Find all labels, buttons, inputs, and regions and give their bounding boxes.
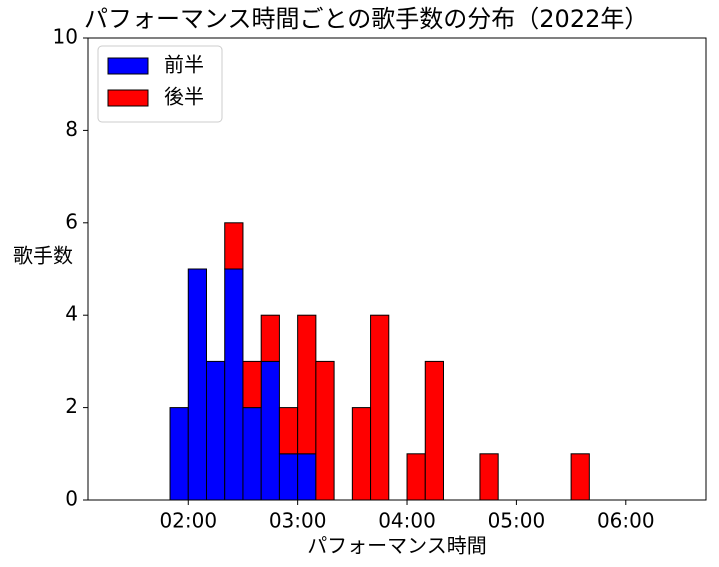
bar — [297, 453, 317, 501]
legend-swatch — [107, 89, 149, 107]
x-tick-label: 06:00 — [597, 509, 655, 533]
y-axis-label: 歌手数 — [13, 244, 73, 268]
x-tick-label: 03:00 — [269, 509, 327, 533]
chart-title: パフォーマンス時間ごとの歌手数の分布（2022年） — [84, 5, 648, 33]
bar — [570, 453, 590, 501]
plot-area: 0 2 4 6 8 10 02:00 03:00 04:00 05:00 06:00 — [53, 25, 655, 533]
bar — [205, 360, 226, 501]
bar — [351, 407, 372, 501]
y-tick-label: 10 — [53, 25, 78, 49]
legend-label: 後半 — [164, 85, 204, 109]
plot-frame — [87, 37, 707, 501]
y-tick-label: 2 — [65, 394, 78, 418]
bar — [169, 407, 189, 501]
bar — [224, 268, 244, 501]
x-tick-label: 02:00 — [159, 509, 217, 533]
y-tick-label: 4 — [65, 302, 78, 326]
bar — [370, 314, 390, 501]
y-tick-label: 0 — [65, 487, 78, 511]
bar — [479, 453, 499, 501]
x-tick-label: 05:00 — [488, 509, 546, 533]
y-tick-label: 6 — [65, 209, 78, 233]
bar — [278, 407, 299, 455]
legend-label: 前半 — [164, 53, 204, 77]
bar — [260, 314, 280, 362]
legend-swatch — [107, 57, 149, 75]
bar — [278, 453, 299, 501]
x-axis-label: パフォーマンス時間 — [307, 534, 487, 558]
x-tick-label: 04:00 — [378, 509, 436, 533]
bar — [424, 360, 444, 501]
bar — [242, 407, 262, 501]
bar — [187, 268, 207, 501]
y-tick-label: 8 — [65, 117, 78, 141]
bar — [315, 360, 335, 501]
bar — [224, 222, 244, 270]
bar — [242, 360, 262, 409]
bar — [406, 453, 426, 501]
bar — [297, 314, 317, 455]
bar — [260, 360, 280, 501]
